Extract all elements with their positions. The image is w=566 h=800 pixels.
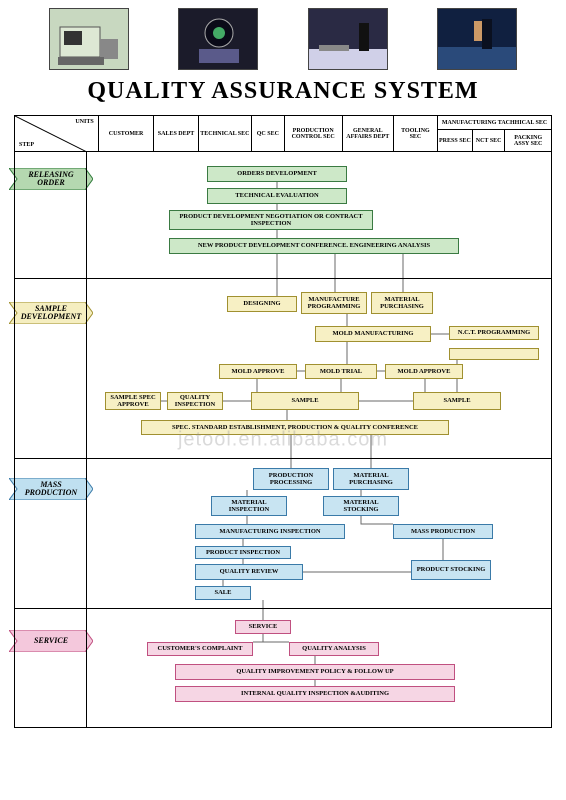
section-divider <box>15 608 551 609</box>
col-mfg-group: MANUFACTURING TACHHICAL SEC <box>438 116 552 130</box>
flow-box-prod-insp: PRODUCT INSPECTION <box>195 546 291 559</box>
flow-box-qual-anal: QUALITY ANALYSIS <box>289 642 379 656</box>
col-packing: PACKING ASSY SEC <box>505 130 552 152</box>
flow-box-mat-insp: MATERIAL INSPECTION <box>211 496 287 516</box>
flow-box-nct-blank <box>449 348 539 360</box>
flow-box-sample-1: SAMPLE <box>251 392 359 410</box>
flow-box-designing: DESIGNING <box>227 296 297 312</box>
main-title: QUALITY ASSURANCE SYSTEM <box>14 78 552 105</box>
col-press: PRESS SEC <box>438 130 473 152</box>
section-divider <box>15 278 551 279</box>
col-nct: NCT SEC <box>472 130 505 152</box>
flow-box-mold-appr-2: MOLD APPROVE <box>385 364 463 379</box>
flow-box-mold-mfg: MOLD MANUFACTURING <box>315 326 431 342</box>
diag-header: UNITS STEP <box>15 116 99 152</box>
step-banner: RELEASINGORDER <box>9 168 93 190</box>
col-sales: SALES DEPT <box>154 116 198 152</box>
column-header-table: UNITS STEP CUSTOMER SALES DEPT TECHNICAL… <box>14 115 552 152</box>
flow-box-prod-proc: PRODUCTION PROCESSING <box>253 468 329 490</box>
flowchart-container: RELEASINGORDERSAMPLEDEVELOPMENTMASSPRODU… <box>14 152 552 728</box>
step-label: STEP <box>19 142 34 148</box>
col-tooling: TOOLING SEC <box>393 116 437 152</box>
flow-box-mfg-insp: MANUFACTURING INSPECTION <box>195 524 345 539</box>
flow-box-mold-appr-1: MOLD APPROVE <box>219 364 297 379</box>
flow-box-sample-spec: SAMPLE SPEC APPROVE <box>105 392 161 410</box>
flow-box-mass-prod: MASS PRODUCTION <box>393 524 493 539</box>
step-banner: SERVICE <box>9 630 93 652</box>
flow-box-internal-qi: INTERNAL QUALITY INSPECTION &AUDITING <box>175 686 455 702</box>
flow-box-sale: SALE <box>195 586 251 600</box>
flow-area: ORDERS DEVELOPMENT TECHNICAL EVALUATION PR… <box>87 152 551 727</box>
page: QUALITY ASSURANCE SYSTEM UNITS STEP CUST… <box>0 0 566 742</box>
flow-box-service: SERVICE <box>235 620 291 634</box>
step-column: RELEASINGORDERSAMPLEDEVELOPMENTMASSPRODU… <box>15 152 87 727</box>
col-customer: CUSTOMER <box>98 116 154 152</box>
flow-box-qual-review: QUALITY REVIEW <box>195 564 303 580</box>
flow-box-spec-std: SPEC. STANDARD ESTABLISHMENT, PRODUCTION… <box>141 420 449 435</box>
flow-box-orders-dev: ORDERS DEVELOPMENT <box>207 166 347 182</box>
flow-box-mat-stock: MATERIAL STOCKING <box>323 496 399 516</box>
flow-box-complaint: CUSTOMER'S COMPLAINT <box>147 642 253 656</box>
flow-box-nct-prog: N.C.T. PROGRAMMING <box>449 326 539 340</box>
flow-box-sample-2: SAMPLE <box>413 392 501 410</box>
step-banner: MASSPRODUCTION <box>9 478 93 500</box>
photo-row <box>14 8 552 70</box>
flow-box-mfg-prog: MANUFACTURE PROGRAMMING <box>301 292 367 314</box>
flow-box-new-prod-conf: NEW PRODUCT DEVELOPMENT CONFERENCE. ENGI… <box>169 238 459 254</box>
photo-lab-1 <box>308 8 388 70</box>
units-label: UNITS <box>75 119 93 125</box>
photo-lab-2 <box>437 8 517 70</box>
flow-box-mold-trial: MOLD TRIAL <box>305 364 377 379</box>
flow-box-prod-dev-neg: PRODUCT DEVELOPMENT NEGOTIATION OR CONTR… <box>169 210 373 230</box>
step-banner: SAMPLEDEVELOPMENT <box>9 302 93 324</box>
flow-box-quality-insp: QUALITY INSPECTION <box>167 392 223 410</box>
section-divider <box>15 458 551 459</box>
col-general: GENERAL AFFAIRS DEPT <box>342 116 393 152</box>
flow-box-prod-stock: PRODUCT STOCKING <box>411 560 491 580</box>
flow-box-tech-eval: TECHNICAL EVALUATION <box>207 188 347 204</box>
flow-box-mat-purch-1: MATERIAL PURCHASING <box>371 292 433 314</box>
col-prodcontrol: PRODUCTION CONTROL SEC <box>284 116 342 152</box>
photo-machine-1 <box>49 8 129 70</box>
flow-box-mat-purch-2: MATERIAL PURCHASING <box>333 468 409 490</box>
col-technical: TECHNICAL SEC <box>198 116 251 152</box>
col-qc: QC SEC <box>252 116 285 152</box>
photo-machine-2 <box>178 8 258 70</box>
flow-box-qip: QUALITY IMPROVEMENT POLICY & FOLLOW UP <box>175 664 455 680</box>
